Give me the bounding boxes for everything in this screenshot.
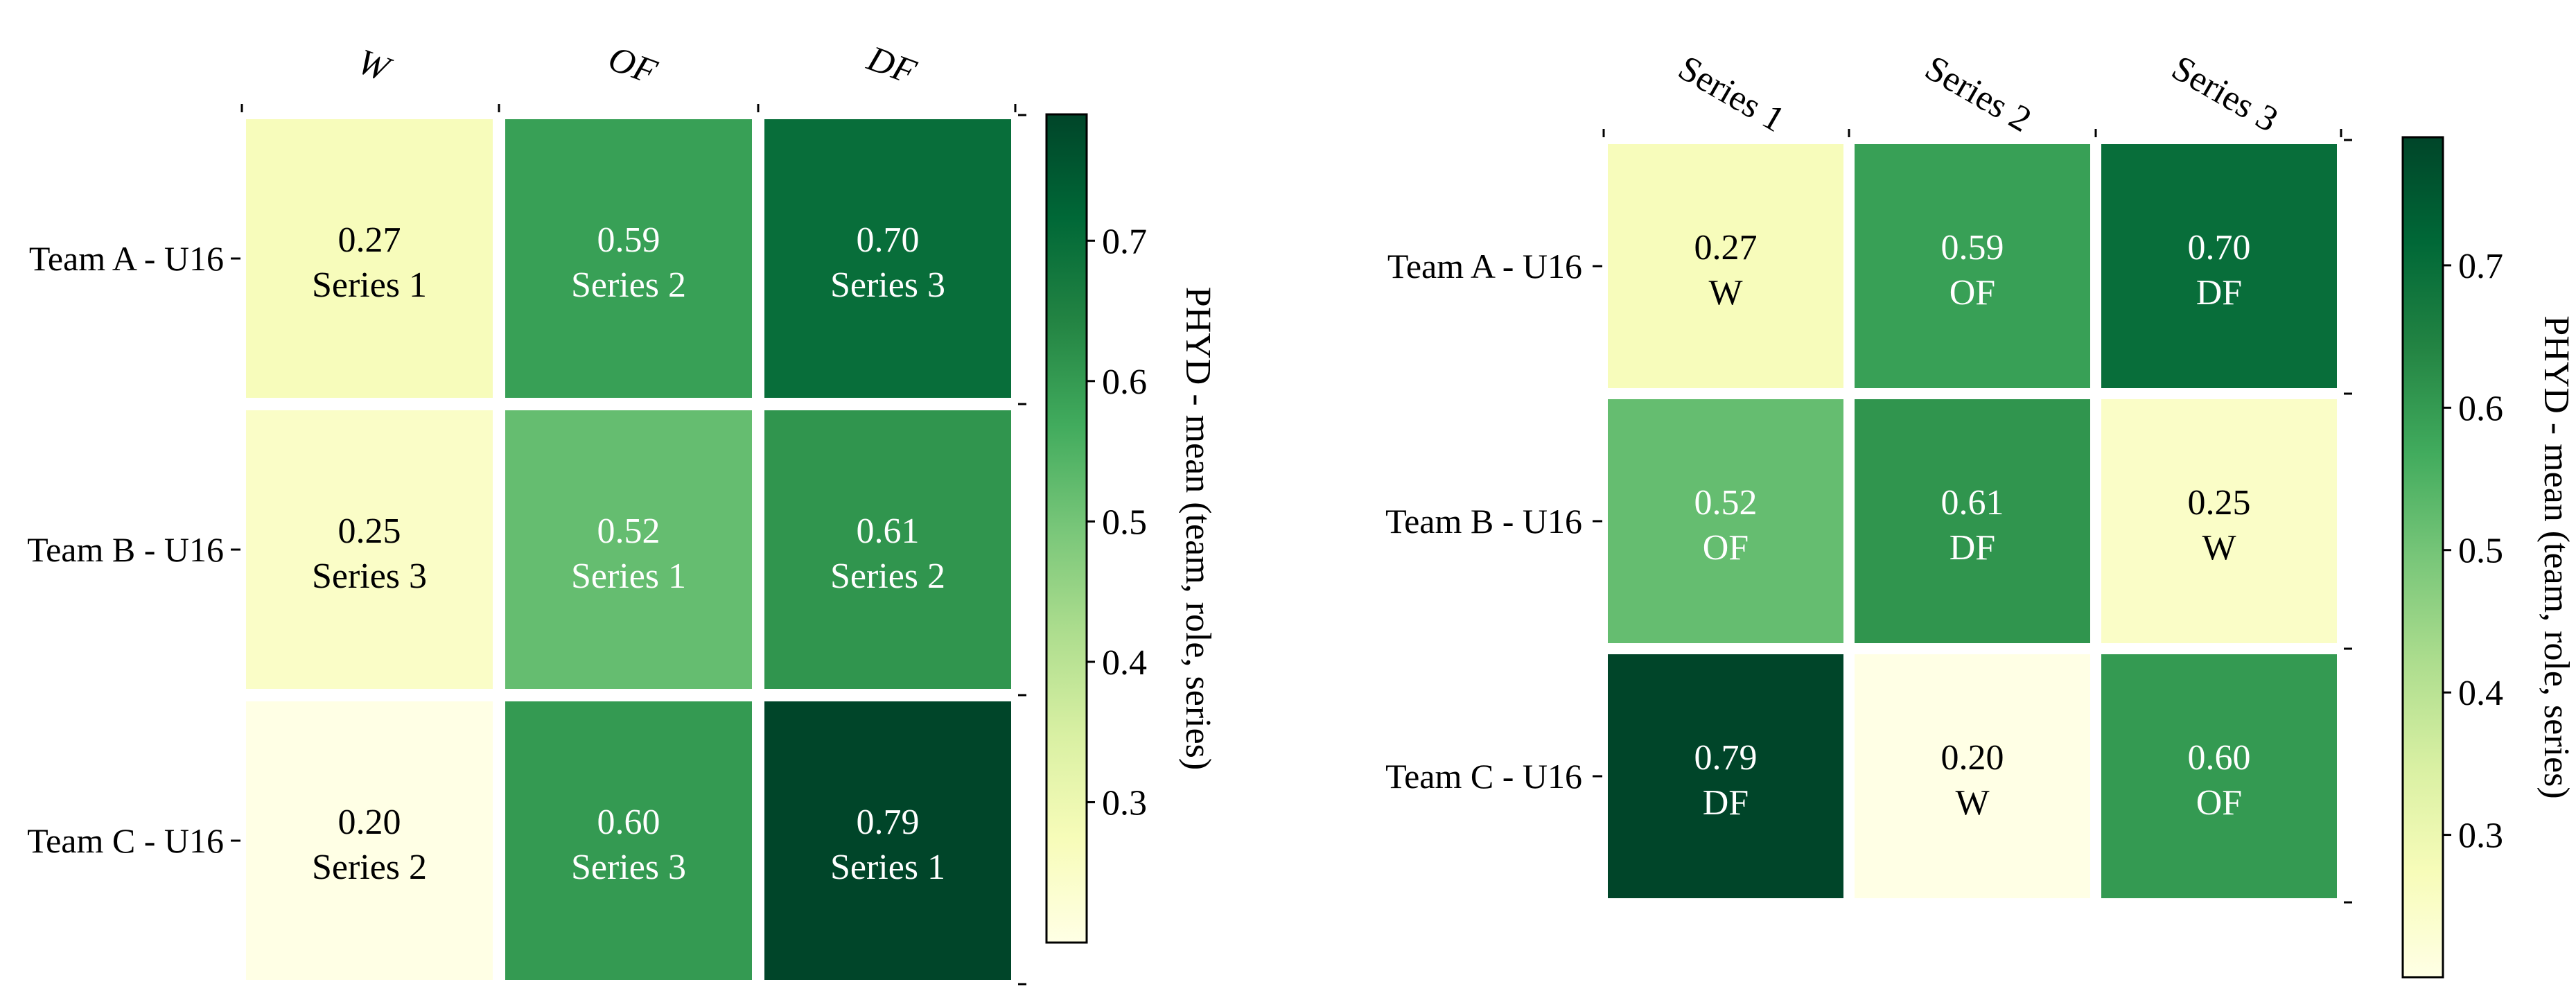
cell-series-label: Series 3 (571, 848, 686, 887)
colorbar-tick-label: 0.4 (2458, 674, 2503, 713)
colorbar-tick-label: 0.5 (1102, 502, 1147, 542)
cell-series-label: Series 1 (571, 557, 686, 596)
cell-value-label: 0.25 (2188, 483, 2251, 523)
heatmap-cell (2101, 144, 2337, 388)
heatmap-cell (2101, 654, 2337, 898)
column-label: W (353, 42, 398, 90)
heatmap-cell (246, 701, 493, 980)
heatmap-cell (1608, 399, 1843, 643)
row-label: Team B - U16 (1385, 502, 1582, 541)
heatmap-left: W OF DF Team A - U16 0.27 Series 1 0.59 Series … (27, 39, 1218, 986)
heatmap-cell (764, 410, 1011, 689)
colorbar: 0.3 0.4 0.5 0.6 0.7 PHYD - mean (team, role, … (2401, 136, 2576, 979)
colorbar-tick-label: 0.6 (1102, 362, 1147, 402)
colorbar-label: PHYD - mean (team, role, series) (2536, 315, 2576, 798)
cell-value-label: 0.70 (2188, 228, 2251, 268)
cell-series-label: W (1708, 273, 1742, 313)
column-label: DF (861, 39, 922, 93)
colorbar-label: PHYD - mean (team, role, series) (1178, 287, 1218, 770)
colorbar-tick-label: 0.3 (1102, 783, 1147, 823)
row-label: Team C - U16 (1385, 757, 1582, 796)
cell-series-label: OF (2196, 783, 2242, 823)
cell-value-label: 0.20 (1941, 738, 2004, 778)
heatmap-cell (505, 701, 752, 980)
cell-value-label: 0.52 (1694, 483, 1758, 523)
cell-value-label: 0.25 (338, 511, 401, 551)
heatmap-cell (764, 701, 1011, 980)
column-label: Series 2 (1918, 49, 2038, 140)
cell-value-label: 0.79 (1694, 738, 1758, 778)
cell-series-label: Series 3 (312, 557, 427, 596)
row-label: Team C - U16 (27, 821, 224, 860)
cell-value-label: 0.70 (857, 220, 920, 260)
cell-series-label: Series 1 (830, 848, 945, 887)
cell-series-label: W (1955, 783, 1989, 823)
cell-series-label: Series 2 (571, 265, 686, 305)
cell-value-label: 0.61 (1941, 483, 2004, 523)
colorbar-gradient (2401, 136, 2444, 979)
cell-series-label: Series 2 (830, 557, 945, 596)
axis-frame (240, 104, 1026, 986)
heatmap-cell (246, 119, 493, 398)
row-label: Team A - U16 (1387, 247, 1582, 286)
cell-series-label: DF (1703, 783, 1749, 823)
column-label: Series 1 (1672, 49, 1791, 140)
cell-series-label: Series 3 (830, 265, 945, 305)
cell-series-label: Series 1 (312, 265, 427, 305)
cell-value-label: 0.27 (338, 220, 401, 260)
cell-value-label: 0.79 (857, 803, 920, 842)
cell-value-label: 0.59 (597, 220, 660, 260)
row-label: Team A - U16 (29, 239, 224, 278)
heatmap-cell (246, 410, 493, 689)
colorbar-tick-label: 0.4 (1102, 643, 1147, 683)
cell-value-label: 0.27 (1694, 228, 1758, 268)
colorbar-tick-label: 0.7 (1102, 222, 1147, 261)
cell-value-label: 0.20 (338, 803, 401, 842)
heatmap-right: Series 1 Series 2 Series 3 Team A - U16 0.27… (1385, 49, 2576, 979)
heatmap-cell (505, 119, 752, 398)
row-label: Team B - U16 (27, 530, 224, 569)
column-label: Series 3 (2165, 49, 2284, 140)
cell-series-label: OF (1703, 528, 1749, 568)
cell-series-label: DF (1949, 528, 1995, 568)
axis-frame (1602, 129, 2352, 904)
colorbar: 0.3 0.4 0.5 0.6 0.7 PHYD - mean (team, role, … (1045, 113, 1218, 944)
colorbar-tick-label: 0.3 (2458, 816, 2503, 856)
cell-value-label: 0.52 (597, 511, 660, 551)
cell-series-label: W (2202, 528, 2236, 568)
heatmap-cell (1608, 144, 1843, 388)
heatmap-cell (1608, 654, 1843, 898)
column-label: OF (603, 39, 663, 93)
cell-value-label: 0.60 (597, 803, 660, 842)
cell-value-label: 0.61 (857, 511, 920, 551)
cell-series-label: OF (1949, 273, 1995, 313)
colorbar-tick-label: 0.7 (2458, 247, 2503, 286)
heatmap-cell (1855, 399, 2090, 643)
colorbar-tick-label: 0.6 (2458, 389, 2503, 428)
cell-series-label: DF (2196, 273, 2242, 313)
colorbar-tick-label: 0.5 (2458, 532, 2503, 571)
heatmap-cell (2101, 399, 2337, 643)
heatmap-cell (1855, 144, 2090, 388)
heatmap-cell (1855, 654, 2090, 898)
cell-series-label: Series 2 (312, 848, 427, 887)
heatmap-cell (505, 410, 752, 689)
cell-value-label: 0.60 (2188, 738, 2251, 778)
colorbar-gradient (1045, 113, 1088, 944)
heatmap-cell (764, 119, 1011, 398)
cell-value-label: 0.59 (1941, 228, 2004, 268)
